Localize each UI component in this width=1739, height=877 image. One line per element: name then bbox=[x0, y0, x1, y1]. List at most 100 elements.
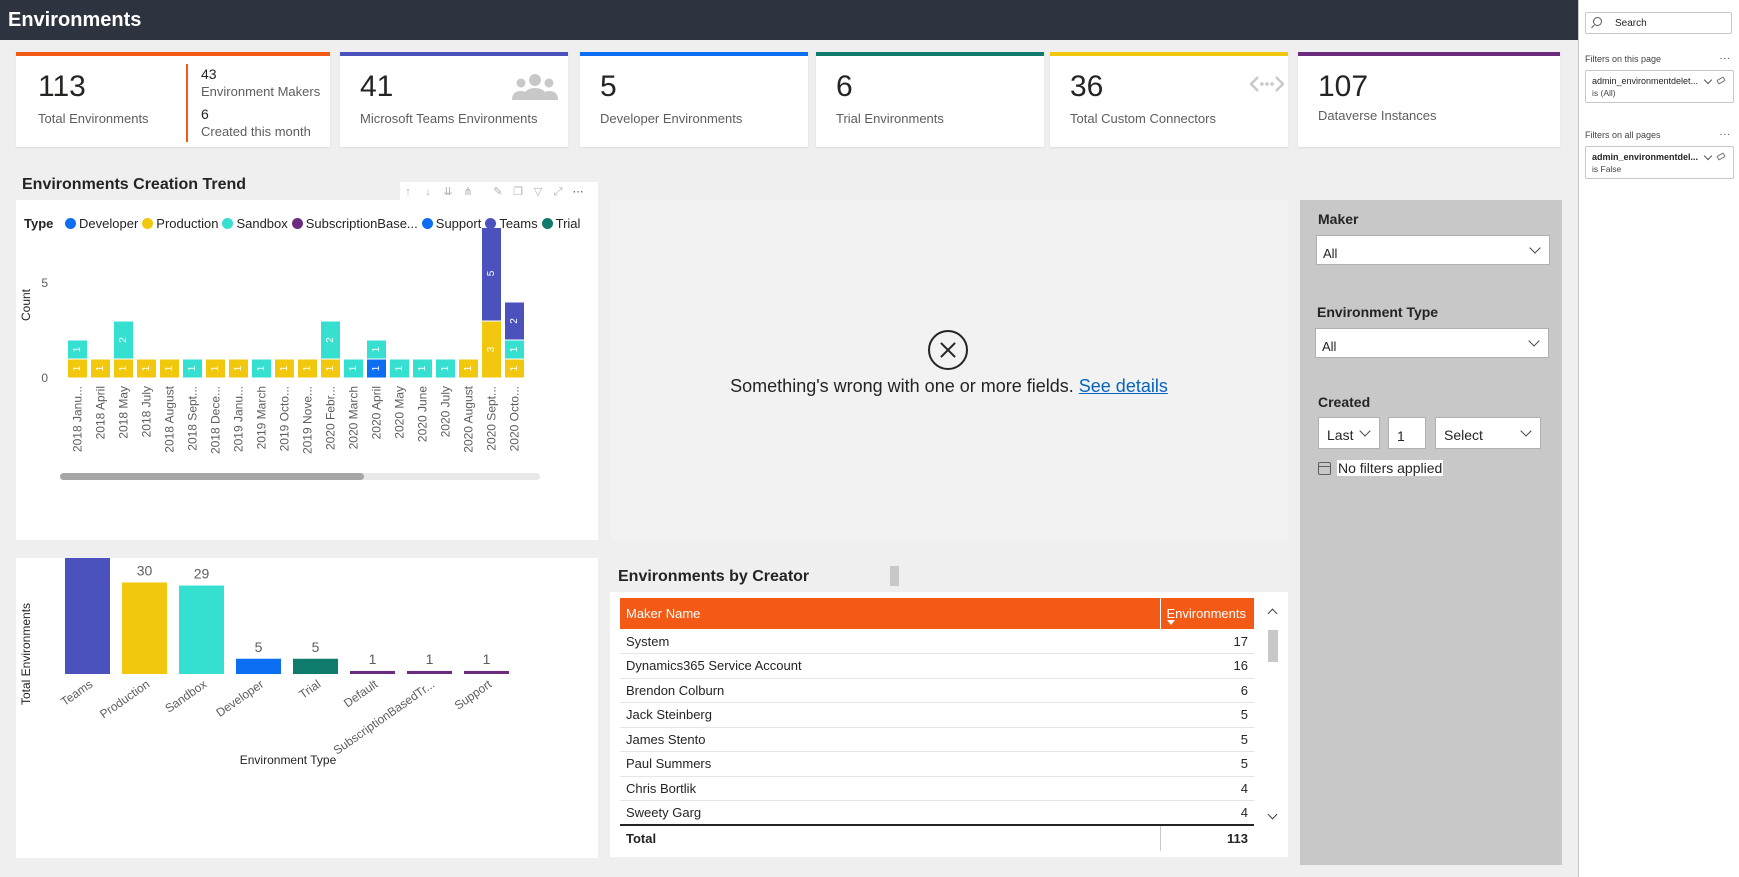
trend-bar-segment[interactable] bbox=[298, 359, 317, 378]
scroll-thumb[interactable] bbox=[1268, 630, 1278, 662]
created-unit-dropdown[interactable]: Select bbox=[1435, 417, 1541, 449]
type-bar[interactable] bbox=[122, 582, 167, 675]
trend-bar-segment[interactable] bbox=[114, 321, 133, 359]
type-bar[interactable] bbox=[179, 585, 224, 674]
drill-down-icon[interactable]: ↓ bbox=[425, 186, 431, 198]
legend-item-label[interactable]: Developer bbox=[79, 216, 139, 231]
see-details-link[interactable]: See details bbox=[1078, 376, 1168, 396]
created-count-input[interactable]: 1 bbox=[1388, 417, 1426, 449]
trend-bar-segment[interactable] bbox=[183, 359, 202, 378]
focus-mode-icon[interactable]: ⤢ bbox=[553, 186, 563, 198]
page-filter-card[interactable]: admin_environmentdelet... is (All) bbox=[1585, 70, 1734, 103]
trend-data-label: 1 bbox=[141, 365, 152, 371]
trend-chart-title: Environments Creation Trend bbox=[22, 176, 247, 193]
type-bar[interactable] bbox=[350, 670, 395, 674]
type-bar[interactable] bbox=[293, 658, 338, 674]
type-bar[interactable] bbox=[65, 558, 110, 674]
trend-bar-segment[interactable] bbox=[68, 340, 87, 359]
chevron-down-icon[interactable] bbox=[1703, 75, 1713, 85]
trend-bar-segment[interactable] bbox=[459, 359, 478, 378]
table-row[interactable]: Dynamics365 Service Account 16 bbox=[620, 653, 1254, 679]
table-row[interactable]: System 17 bbox=[620, 629, 1254, 654]
page-filters-more-icon[interactable]: ... bbox=[1719, 51, 1731, 62]
expand-all-down-icon[interactable]: ⇊ bbox=[443, 186, 453, 198]
trend-bar-segment[interactable] bbox=[482, 228, 501, 321]
trend-bar-segment[interactable] bbox=[505, 359, 524, 378]
legend-item-label[interactable]: Trial bbox=[555, 216, 581, 231]
scroll-up-icon[interactable] bbox=[1267, 608, 1278, 619]
type-bar[interactable] bbox=[464, 670, 509, 674]
table-row[interactable]: Jack Steinberg 5 bbox=[620, 702, 1254, 728]
table-row[interactable]: Paul Summers 5 bbox=[620, 751, 1254, 777]
all-pages-filters-more-icon[interactable]: ... bbox=[1719, 127, 1731, 138]
trend-bar-segment[interactable] bbox=[505, 302, 524, 340]
more-options-icon[interactable]: ⋯ bbox=[572, 186, 584, 198]
eraser-icon[interactable] bbox=[1716, 76, 1726, 85]
resize-handle[interactable] bbox=[890, 566, 899, 586]
pin-icon[interactable]: ✎ bbox=[493, 186, 503, 198]
environments-column-header[interactable]: Environments bbox=[1159, 598, 1254, 629]
trend-bar-segment[interactable] bbox=[436, 359, 455, 378]
scroll-down-icon[interactable] bbox=[1267, 809, 1278, 820]
kpi-trial-environments[interactable]: 6 Trial Environments bbox=[816, 52, 1044, 147]
maker-name-column-header[interactable]: Maker Name bbox=[620, 598, 1160, 629]
kpi-connectors-label: Total Custom Connectors bbox=[1070, 111, 1216, 126]
trend-x-tick: 2019 Janu... bbox=[232, 386, 246, 452]
trend-x-tick: 2018 Dece... bbox=[209, 386, 223, 454]
kpi-developer-environments[interactable]: 5 Developer Environments bbox=[580, 52, 808, 147]
trend-bar-segment[interactable] bbox=[505, 340, 524, 359]
trend-bar-segment[interactable] bbox=[229, 359, 248, 378]
trend-bar-segment[interactable] bbox=[482, 321, 501, 378]
eraser-icon[interactable] bbox=[1716, 152, 1726, 161]
trend-bar-segment[interactable] bbox=[344, 359, 363, 378]
kpi-teams-environments[interactable]: 41 Microsoft Teams Environments bbox=[340, 52, 568, 147]
kpi-dataverse-instances[interactable]: 107 Dataverse Instances bbox=[1298, 52, 1560, 147]
legend-item-label[interactable]: SubscriptionBase... bbox=[305, 216, 418, 231]
trend-bar-segment[interactable] bbox=[367, 359, 386, 378]
title-bar: Environments bbox=[0, 0, 1578, 40]
filter-icon[interactable]: ▽ bbox=[533, 186, 543, 198]
trend-bar-segment[interactable] bbox=[413, 359, 432, 378]
trend-x-tick: 2018 July bbox=[140, 386, 154, 437]
trend-bar-segment[interactable] bbox=[114, 359, 133, 378]
expand-hierarchy-icon[interactable]: ⋔ bbox=[463, 186, 473, 198]
legend-item-label[interactable]: Teams bbox=[499, 216, 538, 231]
trend-bar-segment[interactable] bbox=[321, 321, 340, 359]
chevron-down-icon[interactable] bbox=[1703, 151, 1713, 161]
created-period-dropdown[interactable]: Last bbox=[1318, 417, 1380, 449]
trend-scrollbar-thumb[interactable] bbox=[60, 473, 364, 480]
trend-bar-segment[interactable] bbox=[160, 359, 179, 378]
trend-bar-segment[interactable] bbox=[275, 359, 294, 378]
filter-search-input[interactable]: Search bbox=[1585, 12, 1732, 34]
type-bar[interactable] bbox=[407, 670, 452, 674]
legend-item-label[interactable]: Production bbox=[156, 216, 219, 231]
table-row[interactable]: James Stento 5 bbox=[620, 727, 1254, 752]
kpi-custom-connectors[interactable]: 36 Total Custom Connectors bbox=[1050, 52, 1288, 147]
trend-bar-segment[interactable] bbox=[68, 359, 87, 378]
trend-bar-segment[interactable] bbox=[367, 340, 386, 359]
all-pages-filter-name: admin_environmentdel... bbox=[1592, 152, 1699, 162]
trend-bar-segment[interactable] bbox=[137, 359, 156, 378]
legend-item-label[interactable]: Sandbox bbox=[236, 216, 288, 231]
type-bar[interactable] bbox=[236, 658, 281, 674]
trend-bar-segment[interactable] bbox=[321, 359, 340, 378]
table-scrollbar[interactable] bbox=[1266, 598, 1280, 828]
all-pages-filter-card[interactable]: admin_environmentdel... is False bbox=[1585, 146, 1734, 179]
kpi-total-environments[interactable]: 113 Total Environments 43 Environment Ma… bbox=[16, 52, 330, 147]
trend-bar-segment[interactable] bbox=[91, 359, 110, 378]
copy-icon[interactable]: ❐ bbox=[513, 186, 523, 198]
type-y-axis-label: Total Environments bbox=[19, 603, 33, 705]
environment-type-dropdown[interactable]: All bbox=[1315, 328, 1549, 358]
trend-bar-segment[interactable] bbox=[252, 359, 271, 378]
table-row[interactable]: Sweety Garg 4 bbox=[620, 800, 1254, 826]
trend-bar-segment[interactable] bbox=[206, 359, 225, 378]
maker-dropdown[interactable]: All bbox=[1316, 235, 1550, 265]
trend-bar-segment[interactable] bbox=[390, 359, 409, 378]
table-row[interactable]: Brendon Colburn 6 bbox=[620, 678, 1254, 703]
trend-chart[interactable]: Count 0 5 1 1 2018 Janu... 1 2018 April 1 2 2018 M… bbox=[16, 228, 598, 540]
legend-item-label[interactable]: Support bbox=[435, 216, 482, 231]
created-count-value: 1 bbox=[1397, 428, 1405, 444]
table-row[interactable]: Chris Bortlik 4 bbox=[620, 776, 1254, 801]
drill-up-icon[interactable]: ↑ bbox=[405, 186, 411, 198]
env-type-chart[interactable]: Total Environments41Teams30Production29S… bbox=[16, 558, 598, 858]
